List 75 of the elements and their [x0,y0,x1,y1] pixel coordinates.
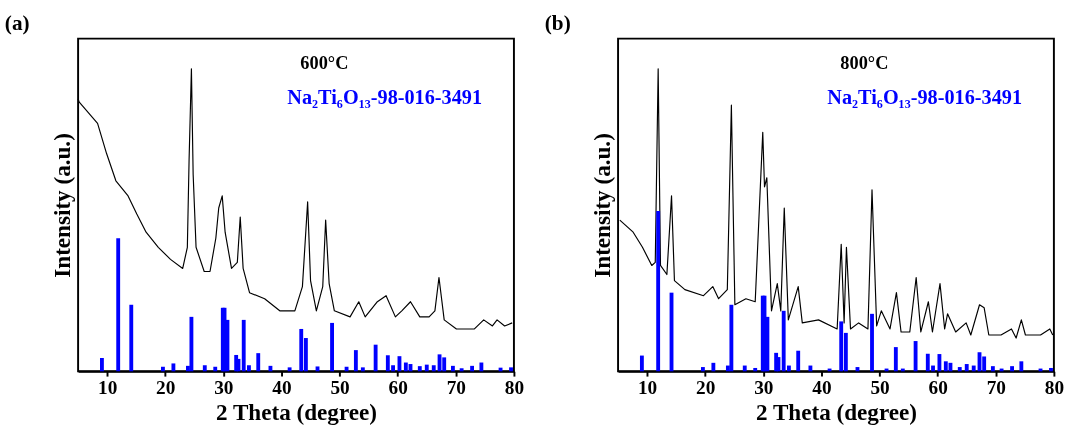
bar [957,367,962,372]
bar [431,365,436,372]
bar [937,354,942,372]
bar [656,211,661,372]
bar [990,366,995,372]
x-tick-label: 10 [98,376,118,398]
x-tick-label: 60 [388,376,408,398]
bar [1019,361,1024,372]
bar [403,362,408,372]
bar [479,362,484,372]
bar [753,367,758,372]
bar [839,321,844,372]
bar [424,364,429,372]
bar [639,355,644,372]
bar [344,366,349,372]
bar [417,366,422,372]
bar [711,362,716,372]
x-tick-label: 70 [446,376,466,398]
x-tick-label: 40 [272,376,292,398]
bar [330,322,334,372]
bar [189,316,194,372]
bar [964,364,969,372]
bar [913,341,918,372]
bar [353,350,358,372]
annotation: 800°C [840,52,889,73]
bar [1049,367,1053,372]
x-tick-label: 20 [156,376,176,398]
x-tick-label: 60 [928,376,948,398]
bar [459,368,464,372]
chart-title: (b) [544,10,571,35]
bar [1010,366,1014,372]
bar [742,365,747,372]
bar [893,347,898,372]
bar [729,304,734,372]
bar [470,365,475,372]
x-tick-label: 70 [986,376,1006,398]
bar [256,353,261,372]
text: Na₂Ti₆O₁₃-98-016-3491 [287,86,483,109]
bar [373,344,378,372]
bar [450,365,455,372]
bar [161,366,165,372]
x-tick-label: 80 [504,376,525,398]
x-tick-label: 50 [870,376,890,398]
bar [870,313,874,372]
x-tick-label: 30 [214,376,234,398]
text: Na₂Ti₆O₁₃-98-016-3491 [827,86,1023,109]
bar [100,357,104,372]
x-tick-label: 40 [812,376,832,398]
bar [360,367,365,372]
bar [442,357,447,372]
y-axis-title: Intensity (a.u.) [48,133,75,278]
bar [129,304,134,372]
x-tick-label: 10 [637,376,658,398]
bar [982,356,987,372]
x-tick-label: 30 [754,376,774,398]
y-axis-title: Intensity (a.u.) [588,133,615,278]
bar [943,361,948,372]
bar [808,365,813,372]
bar [213,366,218,372]
bar [299,328,304,372]
bar [202,365,207,372]
x-tick-label: 20 [696,376,716,398]
bar [796,350,801,372]
bar [116,238,121,372]
bar [287,367,292,372]
bar [509,367,513,372]
x-tick-label: 80 [1044,376,1065,398]
chart-title: (a) [4,10,30,35]
bar [700,367,705,372]
bar [171,363,176,372]
annotation: 600°C [300,52,349,73]
x-axis-title: 2 Theta (degree) [216,398,377,425]
x-axis-title: 2 Theta (degree) [755,398,917,425]
x-tick-label: 50 [330,376,350,398]
bar [971,365,976,372]
